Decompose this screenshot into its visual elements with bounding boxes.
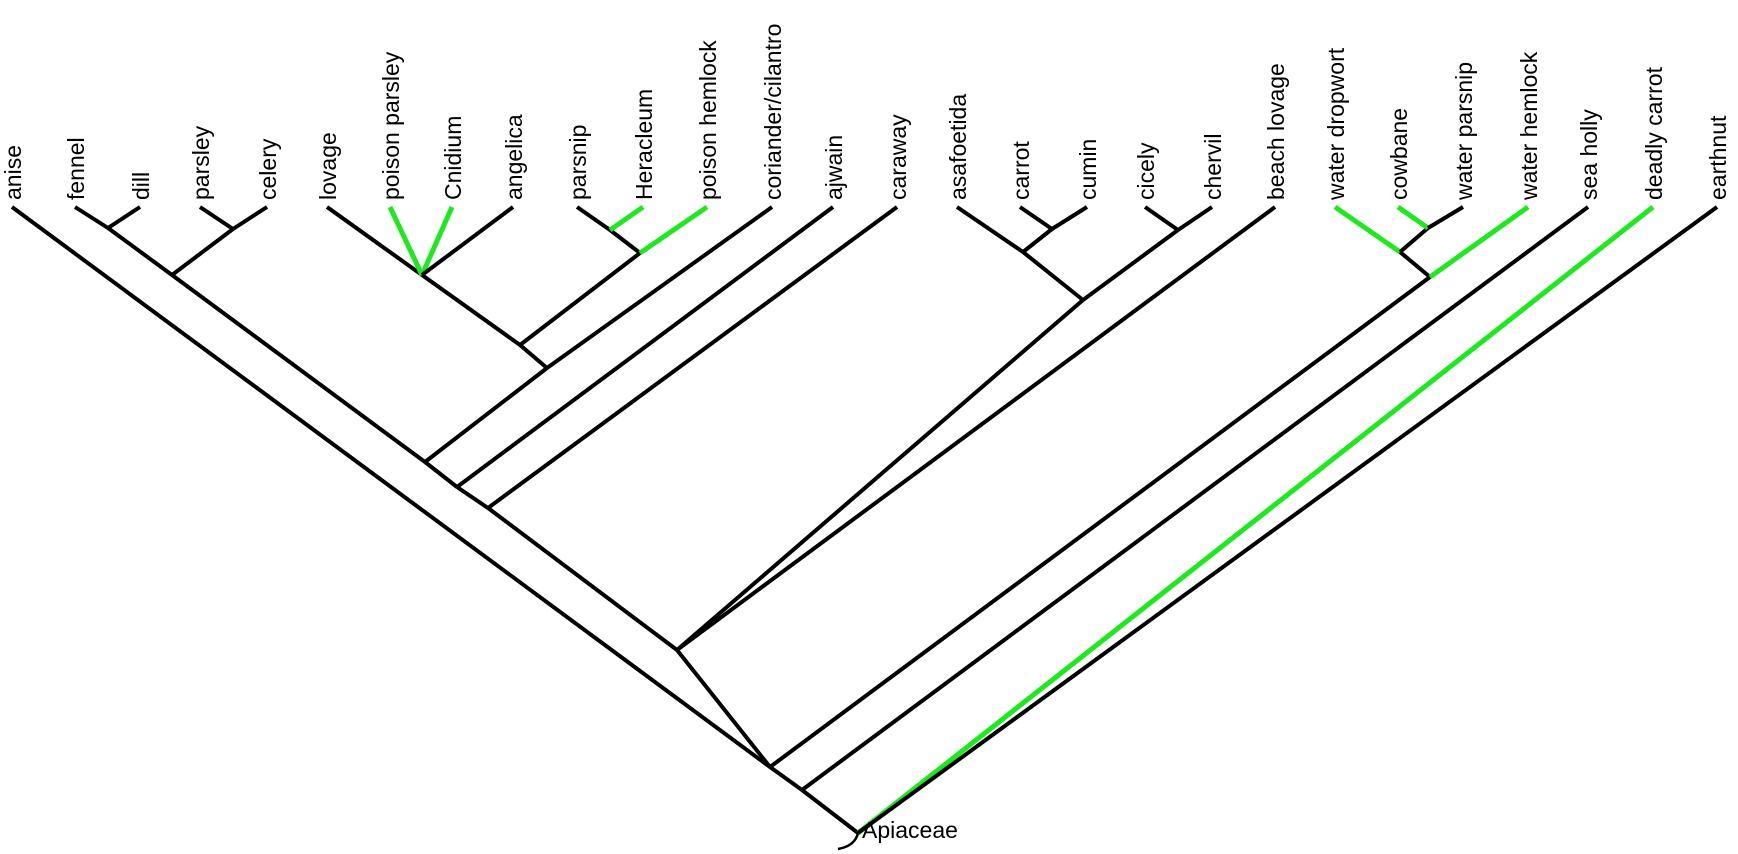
- leaf-label-parsnip: parsnip: [565, 125, 591, 200]
- leaf-label-cicely: cicely: [1133, 142, 1159, 200]
- branch-lovage: [325, 205, 424, 277]
- leaf-label-water-dropwort: water dropwort: [1323, 47, 1349, 201]
- branch-internal: [1081, 228, 1180, 302]
- branch-internal: [106, 226, 174, 277]
- branch-deadly-carrot: [856, 205, 1655, 835]
- root-label: Apiaceae: [862, 817, 958, 843]
- branch-internal: [1398, 250, 1432, 279]
- branch-internal: [486, 506, 679, 652]
- tree-branches: [10, 204, 1719, 835]
- leaf-label-deadly-carrot: deadly carrot: [1641, 66, 1667, 200]
- branch-internal: [768, 765, 804, 792]
- branch-chervil: [1176, 205, 1214, 232]
- branch-caraway: [486, 205, 899, 510]
- leaf-label-fennel: fennel: [63, 137, 89, 200]
- branch-cicely: [1143, 205, 1180, 232]
- leaf-label-lovage: lovage: [315, 132, 341, 200]
- branch-poison-hemlock: [638, 204, 709, 256]
- branch-internal: [423, 460, 459, 489]
- leaf-label-anise: anise: [0, 145, 26, 200]
- branch-asafoetida: [955, 205, 1025, 254]
- branch-internal: [420, 273, 522, 347]
- leaf-label-cumin: cumin: [1075, 139, 1101, 200]
- leaf-label-beach-lovage: beach lovage: [1263, 63, 1289, 200]
- leaf-label-cowbane: cowbane: [1386, 108, 1412, 200]
- branch-water-dropwort: [1333, 204, 1402, 255]
- branch-fennel: [73, 205, 110, 230]
- leaf-label-celery: celery: [255, 138, 281, 200]
- branch-internal: [1398, 226, 1430, 254]
- leaf-labels: anise fennel dill parsley celery lovage poison…: [0, 24, 1731, 201]
- leaf-label-sea-holly: sea holly: [1576, 109, 1602, 200]
- leaf-label-water-parsnip: water parsnip: [1451, 62, 1477, 201]
- branch-internal: [518, 251, 642, 347]
- leaf-label-water-hemlock: water hemlock: [1516, 51, 1542, 201]
- branch-internal: [768, 275, 1432, 769]
- root-curl: [837, 832, 860, 851]
- branch-internal: [455, 485, 490, 510]
- branch-earthnut: [856, 205, 1719, 835]
- branch-dill: [106, 205, 142, 230]
- leaf-label-dill: dill: [128, 172, 154, 200]
- branch-internal: [675, 648, 772, 769]
- leaf-label-asafoetida: asafoetida: [945, 94, 971, 200]
- branch-celery: [231, 205, 269, 231]
- branch-water-hemlock: [1428, 204, 1530, 280]
- branch-anise: [10, 205, 772, 769]
- branch-parsnip: [575, 205, 612, 232]
- leaf-label-caraway: caraway: [885, 114, 911, 200]
- leaf-label-chervil: chervil: [1200, 134, 1226, 200]
- leaf-label-carrot: carrot: [1008, 141, 1034, 200]
- branch-beach-lovage: [675, 205, 1277, 652]
- branch-internal: [675, 298, 1085, 652]
- branch-cumin: [1050, 205, 1089, 231]
- branch-sea-holly: [800, 205, 1590, 792]
- leaf-label-earthnut: earthnut: [1705, 115, 1731, 200]
- leaf-label-angelica: angelica: [501, 114, 527, 200]
- branch-internal: [170, 273, 427, 464]
- leaf-label-parsley: parsley: [188, 125, 214, 200]
- branch-coriander-cilantro: [545, 205, 774, 370]
- branch-internal: [800, 788, 860, 835]
- branch-carrot: [1018, 205, 1054, 231]
- branch-angelica: [420, 205, 515, 277]
- branch-internal: [518, 343, 549, 370]
- branch-internal: [1021, 250, 1085, 302]
- branch-water-parsnip: [1426, 205, 1465, 230]
- leaf-label-poison-parsley: poison parsley: [378, 51, 404, 200]
- leaf-label-poison-hemlock: poison hemlock: [695, 40, 721, 200]
- branch-cowbane: [1396, 204, 1430, 231]
- branch-internal: [423, 366, 549, 464]
- branch-internal: [608, 228, 642, 255]
- branch-poison-parsley: [387, 205, 425, 277]
- leaf-label-cnidium: Cnidium: [440, 116, 466, 200]
- leaf-label-coriander-cilantro: coriander/cilantro: [760, 24, 786, 200]
- branch-internal: [1021, 227, 1054, 254]
- branch-heracleum: [608, 204, 645, 233]
- branch-parsley: [198, 205, 235, 231]
- leaf-label-ajwain: ajwain: [821, 135, 847, 200]
- branch-internal: [170, 227, 235, 277]
- branch-cnidium: [419, 205, 455, 277]
- branch-ajwain: [455, 205, 835, 489]
- leaf-label-heracleum: Heracleum: [631, 89, 657, 200]
